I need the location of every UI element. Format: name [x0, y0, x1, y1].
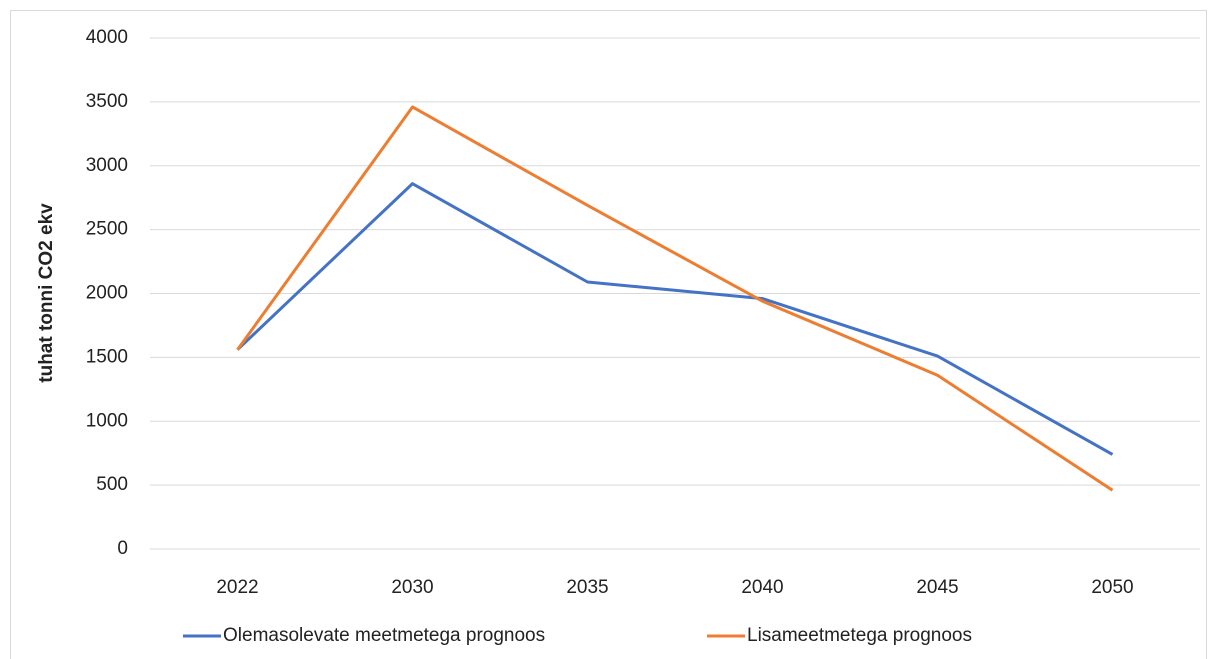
y-tick-label: 500 [96, 474, 128, 495]
x-tick-label: 2022 [216, 577, 258, 598]
y-tick-label: 2000 [86, 283, 128, 304]
series-line [236, 182, 1114, 456]
y-axis-label: tuhat tonni CO2 ekv [36, 203, 57, 383]
y-tick-label: 3000 [86, 155, 128, 176]
x-tick-label: 2050 [1091, 577, 1133, 598]
y-tick-label: 1500 [86, 346, 128, 367]
x-tick-label: 2030 [391, 577, 433, 598]
y-tick-label: 0 [117, 538, 128, 559]
x-tick-label: 2040 [741, 577, 783, 598]
y-tick-label: 1000 [86, 410, 128, 431]
series-line [236, 105, 1114, 492]
x-tick-label: 2045 [916, 577, 958, 598]
y-tick-label: 3500 [86, 91, 128, 112]
legend-label: Olemasolevate meetmetega prognoos [223, 625, 545, 646]
y-tick-label: 2500 [86, 219, 128, 240]
legend-label: Lisameetmetega prognoos [747, 625, 972, 646]
x-tick-label: 2035 [566, 577, 608, 598]
chart-border [10, 10, 1207, 659]
y-tick-label: 4000 [86, 27, 128, 48]
